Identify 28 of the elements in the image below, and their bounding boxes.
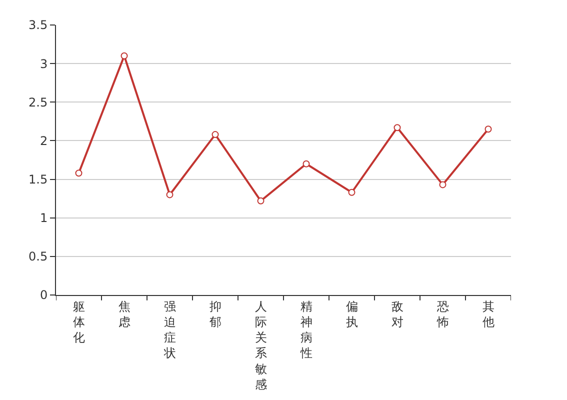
point (257, 197, 264, 204)
x-tick-label: 精神病性 (299, 299, 312, 360)
y-tick-label: 0.5 (28, 250, 48, 264)
point (484, 126, 492, 133)
point (394, 124, 401, 132)
x-tick-label: 强迫症状 (162, 299, 176, 360)
y-tick-label: 2.5 (28, 95, 48, 110)
x-tick-label: 抑郁 (209, 299, 222, 329)
point (75, 170, 82, 177)
y-tick-label: 1 (40, 211, 48, 226)
y-tick-label: 3 (40, 56, 48, 71)
x-tick-label: 焦虑 (118, 299, 130, 329)
y-tick-label: 1.5 (28, 172, 48, 186)
x-tick-label: 恐怖 (436, 299, 449, 329)
point (302, 160, 310, 168)
y-tick-label: 2 (40, 134, 48, 148)
x-tick-label: 人际关系敏感 (254, 299, 267, 392)
x-tick-label: 敌对 (391, 299, 404, 329)
y-tick-label: 0 (40, 288, 48, 302)
point (166, 191, 174, 198)
x-tick-label: 偏执 (346, 299, 358, 329)
point (120, 52, 128, 60)
x-tick-label: 躯体化 (72, 299, 85, 345)
point (439, 181, 446, 188)
point (348, 188, 356, 196)
y-tick-label: 3.5 (28, 18, 48, 32)
point (212, 131, 219, 138)
x-tick-label: 其他 (482, 299, 494, 329)
